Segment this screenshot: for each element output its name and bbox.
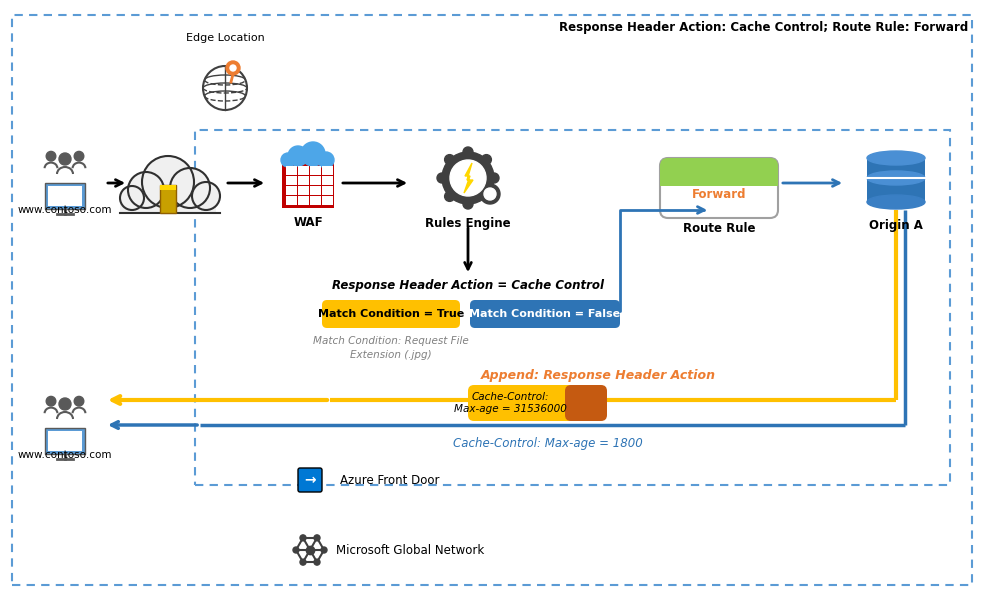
Text: Origin A: Origin A	[869, 219, 923, 231]
Circle shape	[74, 152, 84, 161]
Text: Route Rule: Route Rule	[682, 222, 755, 235]
Text: Response Header Action = Cache Control: Response Header Action = Cache Control	[332, 279, 604, 293]
Text: Response Header Action: Cache Control; Route Rule: Forward: Response Header Action: Cache Control; R…	[559, 21, 968, 35]
Text: www.contoso.com: www.contoso.com	[18, 450, 112, 460]
Bar	[160, 185, 176, 213]
Circle shape	[463, 199, 473, 209]
Bar	[867, 160, 925, 202]
Circle shape	[300, 535, 306, 541]
Text: Match Condition = True: Match Condition = True	[317, 309, 464, 319]
Circle shape	[59, 398, 71, 410]
Bar	[298, 186, 309, 195]
Bar	[298, 166, 309, 175]
Bar	[45, 183, 85, 209]
Text: →: →	[305, 473, 316, 487]
Bar	[120, 195, 216, 213]
Circle shape	[321, 547, 327, 553]
Bar	[310, 176, 321, 185]
Circle shape	[170, 168, 210, 208]
Bar	[286, 186, 297, 195]
FancyBboxPatch shape	[468, 385, 593, 421]
Circle shape	[481, 155, 491, 165]
Text: www.contoso.com: www.contoso.com	[18, 205, 112, 215]
Text: Edge Location: Edge Location	[185, 33, 264, 43]
FancyBboxPatch shape	[322, 300, 460, 328]
Bar	[310, 196, 321, 205]
Bar	[195, 130, 950, 485]
Ellipse shape	[867, 195, 925, 209]
Bar	[310, 166, 321, 175]
Ellipse shape	[867, 151, 925, 165]
FancyBboxPatch shape	[565, 385, 607, 421]
Polygon shape	[464, 163, 473, 193]
Bar	[298, 176, 309, 185]
Circle shape	[128, 172, 164, 208]
Circle shape	[192, 182, 220, 210]
Bar	[660, 172, 778, 186]
Text: Match Condition = False: Match Condition = False	[469, 309, 620, 319]
Circle shape	[445, 191, 455, 201]
Circle shape	[463, 147, 473, 157]
Text: Cache-Control:
Max-age = 31536000: Cache-Control: Max-age = 31536000	[454, 392, 566, 414]
Circle shape	[484, 188, 496, 200]
Circle shape	[120, 186, 144, 210]
Circle shape	[445, 155, 455, 165]
FancyBboxPatch shape	[298, 468, 322, 492]
Circle shape	[480, 184, 500, 204]
Bar	[286, 176, 297, 185]
Circle shape	[74, 396, 84, 406]
Bar	[48, 431, 82, 451]
Text: Append: Response Header Action: Append: Response Header Action	[480, 368, 716, 382]
Circle shape	[281, 153, 295, 167]
Bar	[45, 428, 85, 454]
Text: Match Condition: Request File
Extension (.jpg): Match Condition: Request File Extension …	[314, 336, 469, 359]
Bar	[310, 186, 321, 195]
Circle shape	[318, 152, 334, 168]
Circle shape	[46, 152, 56, 161]
Circle shape	[142, 156, 194, 208]
Circle shape	[314, 559, 320, 565]
Text: WAF: WAF	[293, 216, 322, 228]
Text: Rules Engine: Rules Engine	[425, 218, 511, 230]
Circle shape	[301, 142, 325, 166]
Text: Azure Front Door: Azure Front Door	[340, 473, 440, 487]
Bar	[322, 196, 333, 205]
Circle shape	[226, 61, 240, 75]
Circle shape	[489, 173, 499, 183]
Circle shape	[230, 65, 236, 71]
Bar	[282, 162, 334, 208]
Bar	[48, 186, 82, 206]
FancyBboxPatch shape	[470, 300, 620, 328]
Bar	[298, 196, 309, 205]
Bar	[286, 166, 297, 175]
Circle shape	[46, 396, 56, 406]
Bar	[322, 176, 333, 185]
Bar	[322, 186, 333, 195]
Circle shape	[288, 146, 308, 166]
Circle shape	[481, 191, 491, 201]
Text: Microsoft Global Network: Microsoft Global Network	[336, 544, 484, 556]
FancyBboxPatch shape	[660, 158, 778, 186]
FancyBboxPatch shape	[660, 158, 778, 218]
Circle shape	[203, 66, 247, 110]
Text: Forward: Forward	[692, 188, 746, 202]
Circle shape	[450, 160, 486, 196]
Circle shape	[437, 173, 447, 183]
Text: Cache-Control: Max-age = 1800: Cache-Control: Max-age = 1800	[454, 436, 643, 450]
Circle shape	[442, 152, 494, 204]
Bar	[286, 196, 297, 205]
Bar	[160, 185, 176, 190]
Circle shape	[300, 559, 306, 565]
Circle shape	[293, 547, 299, 553]
Circle shape	[59, 153, 71, 165]
Ellipse shape	[867, 171, 925, 185]
Bar	[322, 166, 333, 175]
Circle shape	[314, 535, 320, 541]
